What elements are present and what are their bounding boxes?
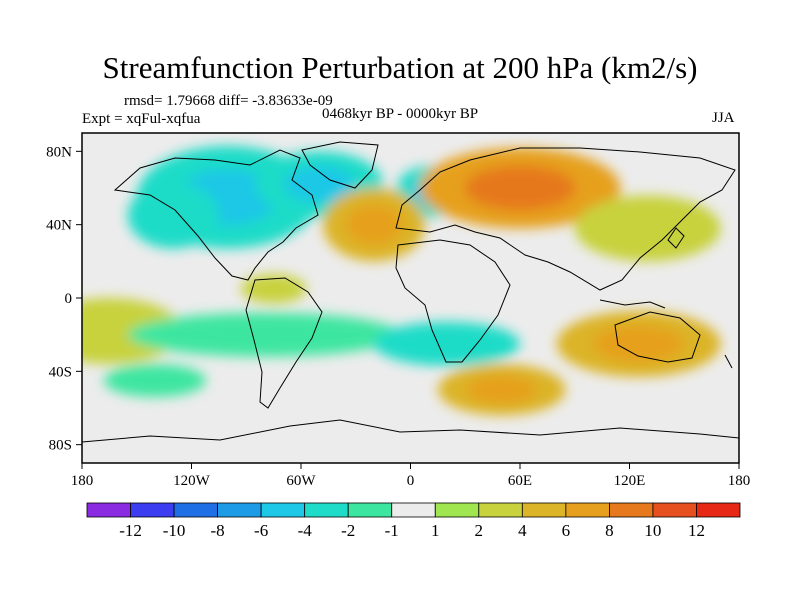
colorbar-swatch	[391, 502, 436, 518]
colorbar-label: 12	[688, 521, 705, 540]
lat-tick-label: 80N	[46, 144, 72, 160]
lat-tick-label: 40S	[49, 364, 72, 380]
colorbar-swatch	[696, 502, 741, 518]
colorbar: -12 -10 -8 -6 -4 -2 -1 1 2 4 6 8 10 12	[86, 502, 741, 540]
lon-tick-label: 0	[407, 473, 415, 489]
lat-tick-label: 40N	[46, 218, 72, 234]
coastline-indonesia	[599, 299, 666, 309]
colorbar-label: 8	[605, 521, 614, 540]
colorbar-swatch	[86, 502, 131, 518]
colorbar-label: -8	[211, 521, 225, 540]
lon-tick-label: 180	[728, 473, 751, 489]
season-label: JJA	[712, 110, 735, 126]
coastline-antarctica	[82, 419, 739, 443]
coastline-japan	[667, 227, 685, 249]
anomaly-field	[82, 145, 721, 416]
colorbar-swatch	[609, 502, 654, 518]
anomaly-core	[345, 204, 403, 245]
coastline-south-america	[245, 277, 323, 409]
coastline-greenland	[301, 141, 379, 189]
colorbar-swatch	[217, 502, 262, 518]
colorbar-label: -4	[298, 521, 313, 540]
coastlines	[82, 141, 739, 443]
colorbar-label: -12	[119, 521, 142, 540]
colorbar-label: -6	[254, 521, 268, 540]
lon-tick-label: 60E	[508, 473, 532, 489]
coastline-australia	[614, 311, 701, 363]
coastline-new-zealand	[724, 354, 733, 369]
latitude-axis: 80N 40N 0 40S 80S	[46, 144, 82, 454]
lon-tick-label: 180	[71, 473, 94, 489]
colorbar-label: -2	[341, 521, 355, 540]
colorbar-swatch	[521, 502, 567, 518]
anomaly-region	[127, 312, 402, 357]
colorbar-swatch	[434, 502, 480, 518]
colorbar-label: 2	[475, 521, 484, 540]
anomaly-core	[284, 166, 355, 203]
colorbar-label: 6	[562, 521, 571, 540]
colorbar-swatch	[565, 502, 610, 518]
colorbar-swatch	[478, 502, 523, 518]
colorbar-swatch	[130, 502, 175, 518]
colorbar-swatch	[173, 502, 218, 518]
period-label: 0468kyr BP - 0000kyr BP	[322, 106, 479, 122]
lat-tick-label: 0	[65, 291, 73, 307]
colorbar-label: 1	[431, 521, 440, 540]
longitude-axis: 180 120W 60W 0 60E 120E 180	[71, 463, 751, 489]
colorbar-label: -10	[163, 521, 186, 540]
colorbar-label: -1	[385, 521, 399, 540]
anomaly-core	[466, 375, 537, 404]
colorbar-swatch	[304, 502, 349, 518]
colorbar-swatch	[347, 502, 393, 518]
anomaly-region	[374, 321, 520, 366]
stats-text: rmsd= 1.79668 diff= -3.83633e-09	[124, 93, 333, 109]
lat-tick-label: 80S	[49, 438, 72, 454]
colorbar-swatch	[652, 502, 697, 518]
lon-tick-label: 120E	[614, 473, 646, 489]
anomaly-core	[464, 165, 576, 211]
colorbar-label: 4	[518, 521, 527, 540]
anomaly-region	[103, 364, 207, 397]
lon-tick-label: 60W	[286, 473, 316, 489]
anomaly-region	[127, 182, 219, 249]
experiment-label: Expt = xqFul-xqfua	[82, 111, 201, 127]
lon-tick-label: 120W	[173, 473, 211, 489]
coastline-eurasia	[395, 147, 736, 291]
colorbar-swatch	[260, 502, 306, 518]
coastline-north-america	[113, 149, 319, 281]
chart-title: Streamfunction Perturbation at 200 hPa (…	[102, 50, 698, 85]
anomaly-region	[574, 195, 721, 262]
coastline-africa	[395, 239, 511, 363]
colorbar-label: 10	[644, 521, 661, 540]
